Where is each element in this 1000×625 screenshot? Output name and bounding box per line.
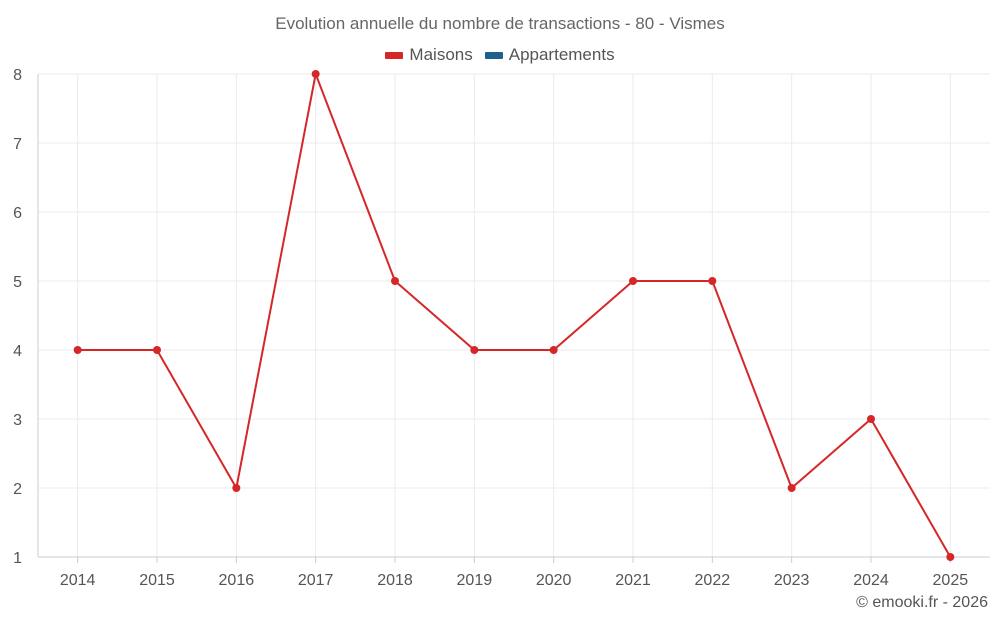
data-point	[232, 484, 241, 492]
legend-item-maisons[interactable]: Maisons	[385, 45, 473, 65]
y-tick-label: 6	[13, 205, 22, 222]
x-tick-label: 2020	[536, 572, 572, 589]
y-tick-label: 4	[13, 343, 22, 360]
data-point	[153, 346, 161, 354]
data-point	[311, 70, 320, 78]
data-point	[867, 415, 875, 423]
legend-label-maisons: Maisons	[409, 45, 473, 64]
y-tick-label: 2	[13, 481, 22, 498]
data-point	[787, 484, 796, 492]
x-tick-label: 2022	[695, 572, 731, 589]
x-tick-label: 2017	[298, 572, 334, 589]
data-point	[73, 346, 82, 354]
legend-swatch-appartements	[484, 51, 503, 59]
data-point	[549, 346, 558, 354]
y-tick-label: 1	[13, 550, 22, 567]
legend-item-appartements[interactable]: Appartements	[484, 45, 615, 65]
x-tick-label: 2024	[853, 572, 889, 589]
y-tick-label: 7	[13, 136, 22, 153]
series-line-maisons	[77, 73, 952, 558]
x-tick-label: 2025	[933, 572, 969, 589]
x-tick-label: 2016	[219, 572, 255, 589]
x-tick-label: 2018	[377, 572, 413, 589]
y-tick-label: 5	[13, 274, 22, 291]
data-point	[708, 277, 717, 285]
data-point	[629, 277, 637, 285]
chart-title: Evolution annuelle du nombre de transact…	[275, 14, 725, 33]
y-tick-label: 8	[13, 67, 22, 84]
legend-swatch-maisons	[385, 51, 404, 59]
legend: Maisons Appartements	[0, 45, 1000, 65]
x-tick-label: 2023	[774, 572, 810, 589]
x-tick-label: 2021	[615, 572, 651, 589]
data-point	[946, 553, 955, 561]
y-tick-label: 3	[13, 412, 22, 429]
legend-label-appartements: Appartements	[508, 45, 615, 64]
credit-text: © emooki.fr - 2026	[856, 594, 988, 611]
x-tick-label: 2019	[457, 572, 493, 589]
x-tick-label: 2015	[139, 572, 175, 589]
x-tick-label: 2014	[60, 572, 96, 589]
data-point	[391, 277, 399, 285]
data-point	[470, 346, 479, 354]
